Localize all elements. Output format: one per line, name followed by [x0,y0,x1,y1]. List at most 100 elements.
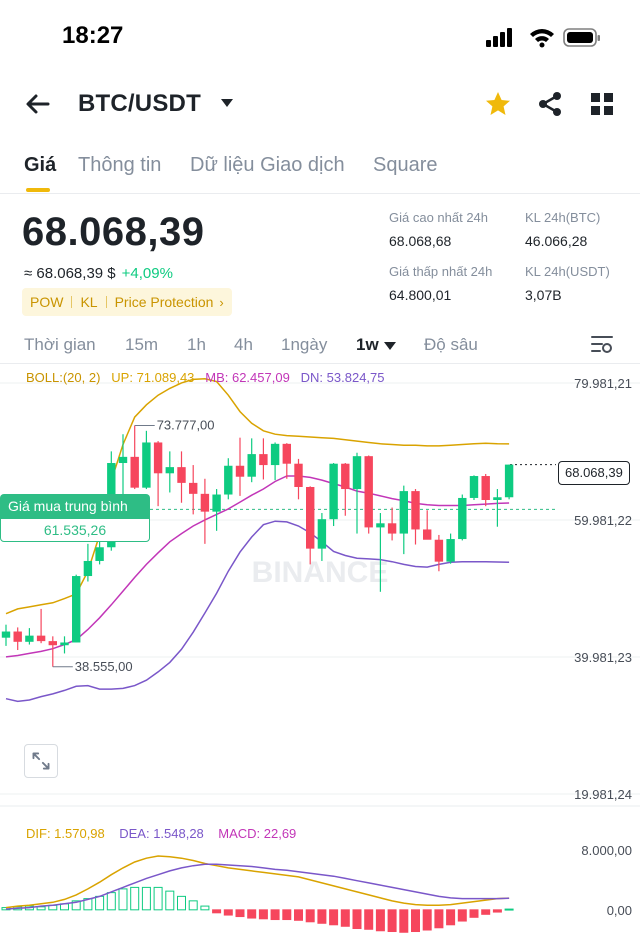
candle-body [329,463,338,520]
interval-1w[interactable]: 1w [356,335,379,354]
candle-body [13,631,22,642]
star-icon[interactable] [484,90,512,118]
macd-dif-line [5,855,510,909]
macd-histogram-bar [434,909,444,929]
chart-settings-icon[interactable] [590,334,614,356]
interval-time[interactable]: Thời gian [24,335,96,354]
boll-lower-line [5,520,510,703]
interval-15m[interactable]: 15m [125,335,159,354]
candle-body [60,642,69,646]
stat-vol-usdt-label: KL 24h(USDT) [525,264,610,279]
stat-low-value: 64.800,01 [389,287,452,303]
interval-4h[interactable]: 4h [234,335,253,354]
tag-separator [71,296,73,308]
stat-vol-usdt: KL 24h(USDT) 3,07B [525,264,610,303]
macd-histogram-bar [446,909,456,926]
candle-body [259,454,268,466]
tab-bar: Giá Thông tin Dữ liệu Giao dịch Square [0,150,640,194]
interval-1h[interactable]: 1h [187,335,206,354]
macd-histogram-bar [71,900,81,911]
macd-value: MACD: 22,69 [218,826,297,841]
macd-histogram-bar [375,909,385,932]
candle-body [446,539,455,562]
candlestick-chart[interactable]: 79.981,21 59.981,22 39.981,23 19.981,24 BINA… [0,366,640,938]
macd-histogram-bar [305,909,315,923]
stat-high: Giá cao nhất 24h 68.068,68 [389,210,488,249]
tab-square[interactable]: Square [373,154,438,176]
candle-body [224,465,233,495]
tag-row[interactable]: POW KL Price Protection › [22,288,232,316]
boll-legend: BOLL:(20, 2) UP: 71.089,43 MB: 62.457,09… [26,370,385,385]
macd-histogram-bar [188,900,198,911]
macd-histogram-bar [270,909,280,921]
candle-body [1,631,11,638]
caret-down-icon[interactable] [384,342,396,350]
candle-body [142,442,151,488]
macd-histogram-bar [399,909,409,933]
price-change: +4,09% [121,265,173,282]
boll-name: BOLL:(20, 2) [26,370,101,385]
interval-1day[interactable]: 1ngày [281,335,328,354]
interval-depth[interactable]: Độ sâu [424,335,478,354]
candle-body [376,523,385,528]
tag-price-protection[interactable]: Price Protection [114,294,214,310]
macd-histogram-bar [153,886,163,911]
candle-body [306,486,315,549]
grid-icon[interactable] [590,92,614,116]
candle-body [469,476,479,498]
candle-body [504,464,514,498]
macd-histogram-bar [457,909,467,922]
avg-buy-label: Giá mua trung bình [0,494,150,518]
y-tick-label: 79.981,21 [574,376,632,391]
avg-buy-price-tag[interactable]: Giá mua trung bình 61.535,26 [0,494,150,542]
chevron-right-icon: › [219,294,224,310]
tab-trading-data[interactable]: Dữ liệu Giao dịch [190,154,345,176]
candle-body [177,467,186,483]
macd-histogram-bar [294,909,303,921]
signal-icon [486,28,512,47]
candle-body [411,491,420,530]
macd-histogram-bar [411,909,420,933]
candle-body [72,576,81,643]
tag-kl[interactable]: KL [80,294,98,310]
candle-body [25,635,34,642]
macd-histogram-bar [364,909,374,930]
caret-down-icon[interactable] [220,98,234,108]
candle-body [282,443,291,464]
candle-body [458,497,467,540]
macd-histogram-bar [247,909,257,919]
macd-histogram-bar [469,909,479,918]
candle-body [364,456,373,528]
candle-body [118,456,128,464]
status-icons [486,28,600,48]
tab-price[interactable]: Giá [24,154,57,176]
tab-info[interactable]: Thông tin [78,154,162,176]
stat-high-label: Giá cao nhất 24h [389,210,489,225]
wifi-icon [530,29,554,48]
macd-tick-label: 8.000,00 [581,843,632,858]
boll-middle-line [5,475,510,658]
macd-histogram-bar [200,905,210,911]
candle-body [153,442,163,474]
macd-histogram-bar [492,909,502,913]
candle-body [48,641,57,646]
tag-pow[interactable]: POW [30,294,64,310]
macd-histogram-bar [177,895,186,911]
macd-histogram-bar [317,909,327,924]
back-arrow-icon[interactable] [22,88,54,120]
candle-body [130,456,139,488]
macd-histogram-bar [83,898,93,911]
macd-histogram-bar [329,909,339,926]
candle-body [481,476,490,501]
macd-histogram-bar [258,909,268,920]
pair-title[interactable]: BTC/USDT [78,90,201,117]
watermark: BINANCE [252,556,389,589]
expand-icon[interactable] [24,744,58,778]
candle-body [83,560,93,577]
y-tick-label: 39.981,23 [574,650,632,665]
share-icon[interactable] [536,90,564,118]
candle-body [493,497,502,501]
macd-histogram-bar [481,909,491,915]
candle-body [341,463,350,490]
macd-histogram-bar [212,909,222,914]
